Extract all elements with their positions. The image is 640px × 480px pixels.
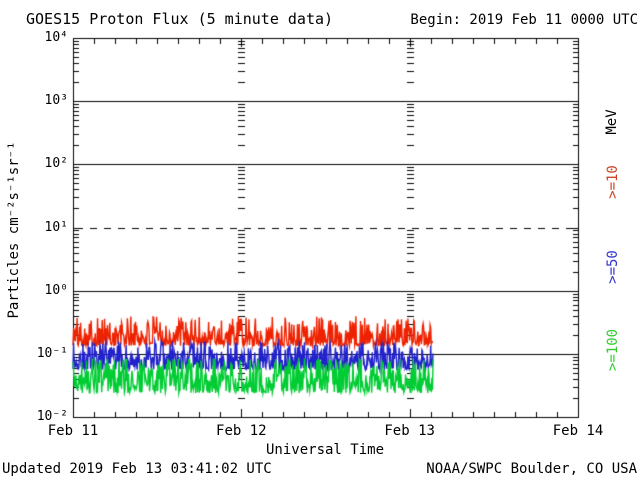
x-tick-label: Feb 11 [47,423,99,439]
y-tick-label: 10² [44,156,68,172]
x-tick-label: Feb 14 [552,423,604,439]
y-tick-label: 10¹ [44,219,68,235]
y-tick-label: 10⁻¹ [36,345,68,361]
legend-ge50: >=50 [605,250,621,284]
y-tick-label: 10⁰ [44,282,68,298]
legend-ge10: >=10 [605,165,621,199]
x-axis-title: Universal Time [265,442,385,458]
y-tick-label: 10⁴ [44,30,68,45]
x-tick-label: Feb 12 [216,423,267,439]
y-tick-label: 10³ [44,93,68,109]
begin-timestamp: Begin: 2019 Feb 11 0000 UTC [410,12,638,28]
legend-unit-mev: MeV [604,109,620,135]
legend-ge100: >=100 [605,328,621,372]
updated-timestamp: Updated 2019 Feb 13 03:41:02 UTC [2,461,272,477]
x-tick-label: Feb 13 [384,423,435,439]
y-axis-title: Particles cm⁻²s⁻¹sr⁻¹ [6,141,22,319]
source-attribution: NOAA/SWPC Boulder, CO USA [426,461,637,477]
y-tick-label: 10⁻² [36,409,68,424]
chart-title: GOES15 Proton Flux (5 minute data) [26,10,334,28]
